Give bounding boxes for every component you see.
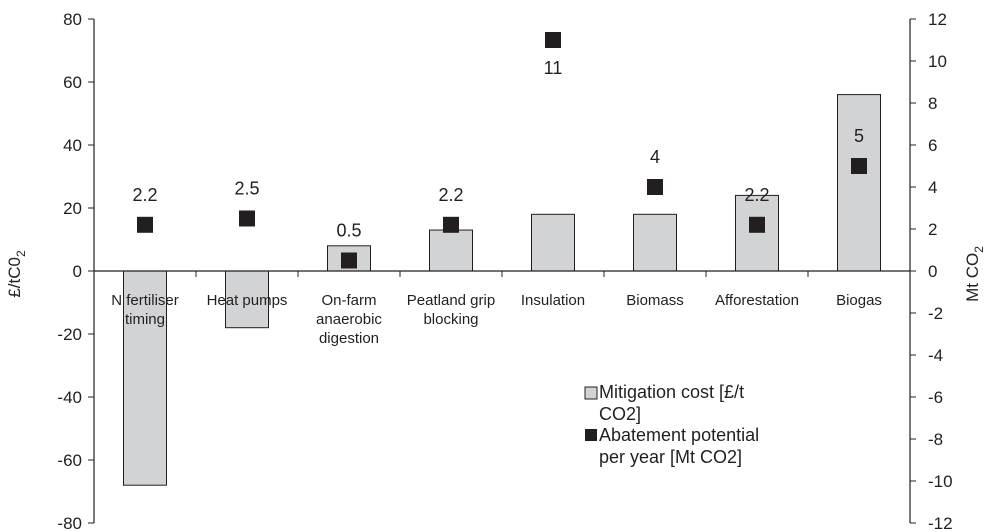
marker-abatement-potential bbox=[137, 216, 153, 233]
data-label: 2.5 bbox=[234, 179, 259, 199]
y-tick-label-right: -6 bbox=[928, 388, 943, 407]
bar-mitigation-cost bbox=[735, 194, 779, 272]
x-tick-label: timing bbox=[125, 311, 165, 328]
y-tick-label-right: 4 bbox=[928, 178, 937, 197]
y-tick-label-left: 20 bbox=[63, 199, 82, 218]
x-tick-label: Insulation bbox=[521, 292, 585, 309]
y-tick-label-right: -2 bbox=[928, 304, 943, 323]
marker-abatement-potential bbox=[239, 210, 255, 227]
data-label: 11 bbox=[544, 58, 563, 78]
marker-abatement-potential bbox=[443, 216, 459, 233]
y-axis-title-right: Mt CO2 bbox=[963, 246, 986, 302]
y-tick-label-right: 6 bbox=[928, 136, 937, 155]
data-label: 2.2 bbox=[438, 185, 463, 205]
y-tick-label-left: 40 bbox=[63, 136, 82, 155]
y-tick-label-right: 8 bbox=[928, 94, 937, 113]
marker-abatement-potential bbox=[647, 179, 663, 195]
x-tick-label: anaerobic bbox=[316, 311, 382, 328]
bar-mitigation-cost bbox=[633, 213, 677, 272]
data-label: 2.2 bbox=[744, 185, 769, 205]
data-label: 4 bbox=[650, 147, 660, 167]
legend-label-mitigation-cost: Mitigation cost [£/t bbox=[599, 382, 744, 402]
marker-abatement-potential bbox=[749, 216, 765, 233]
x-tick-label: Afforestation bbox=[715, 292, 799, 309]
y-tick-label-right: 2 bbox=[928, 220, 937, 239]
y-tick-label-left: -20 bbox=[57, 325, 82, 344]
y-tick-label-left: -40 bbox=[57, 388, 82, 407]
data-label: 0.5 bbox=[336, 221, 361, 241]
x-tick-label: digestion bbox=[319, 330, 379, 347]
x-tick-label: On-farm bbox=[321, 292, 376, 309]
y-tick-label-left: 60 bbox=[63, 73, 82, 92]
marker-abatement-potential bbox=[341, 252, 357, 269]
y-tick-label-right: 0 bbox=[928, 262, 937, 281]
x-tick-label: blocking bbox=[423, 311, 478, 328]
x-tick-label: Heat pumps bbox=[207, 292, 288, 309]
x-tick-label: Biogas bbox=[836, 292, 882, 309]
marker-abatement-potential bbox=[545, 32, 561, 48]
y-axis-title-left: £/tC02 bbox=[5, 250, 28, 298]
y-tick-label-left: 80 bbox=[63, 10, 82, 29]
bar-mitigation-cost bbox=[429, 229, 473, 272]
legend-swatch-mitigation-cost bbox=[584, 386, 598, 400]
data-label: 2.2 bbox=[132, 185, 157, 205]
y-tick-label-right: 10 bbox=[928, 52, 947, 71]
y-tick-label-right: 12 bbox=[928, 10, 947, 29]
bar-mitigation-cost bbox=[123, 270, 167, 486]
legend-label-mitigation-cost: CO2] bbox=[599, 404, 641, 424]
x-tick-label: Biomass bbox=[626, 292, 684, 309]
y-tick-label-left: -60 bbox=[57, 451, 82, 470]
y-tick-label-right: -10 bbox=[928, 472, 953, 491]
y-tick-label-right: -8 bbox=[928, 430, 943, 449]
legend-label-abatement-potential: per year [Mt CO2] bbox=[599, 447, 742, 467]
y-tick-label-right: -12 bbox=[928, 514, 953, 532]
y-tick-label-left: -80 bbox=[57, 514, 82, 532]
y-tick-label-left: 0 bbox=[73, 262, 82, 281]
legend-swatch-abatement-potential bbox=[585, 429, 597, 441]
marker-abatement-potential bbox=[851, 158, 867, 174]
data-label: 5 bbox=[854, 126, 864, 146]
x-tick-label: Peatland grip bbox=[407, 292, 495, 309]
bar-mitigation-cost bbox=[837, 94, 881, 272]
bar-mitigation-cost bbox=[531, 213, 575, 272]
y-tick-label-right: -4 bbox=[928, 346, 943, 365]
x-tick-label: N fertiliser bbox=[111, 292, 179, 309]
bar-mitigation-cost bbox=[225, 270, 269, 329]
legend-label-abatement-potential: Abatement potential bbox=[599, 425, 759, 445]
